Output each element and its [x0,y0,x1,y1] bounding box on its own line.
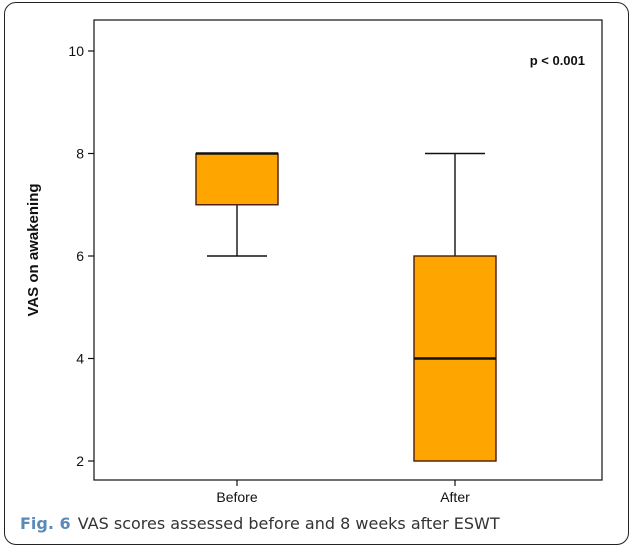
y-tick-label: 6 [76,248,84,264]
boxes-group [195,152,497,462]
y-tick-label: 10 [68,43,84,59]
box-iqr [195,152,279,206]
x-tick-label: Before [216,489,257,505]
box-before [195,152,279,257]
y-axis: 2 4 6 8 10 [68,43,94,469]
y-axis-title: VAS on awakening [25,183,42,316]
figure-caption-text: VAS scores assessed before and 8 weeks a… [77,514,500,533]
box-after [413,152,497,462]
y-tick-label: 2 [76,453,84,469]
y-tick-label: 8 [76,146,84,162]
y-tick-label: 4 [76,351,84,367]
figure-caption-label: Fig. 6 [20,514,71,533]
plot-area [93,19,603,481]
figure-frame [4,2,629,545]
figure-caption: Fig. 6 VAS scores assessed before and 8 … [20,514,500,533]
x-axis: Before After [216,480,470,505]
x-tick-label: After [440,489,470,505]
p-value-annotation: p < 0.001 [530,53,585,68]
